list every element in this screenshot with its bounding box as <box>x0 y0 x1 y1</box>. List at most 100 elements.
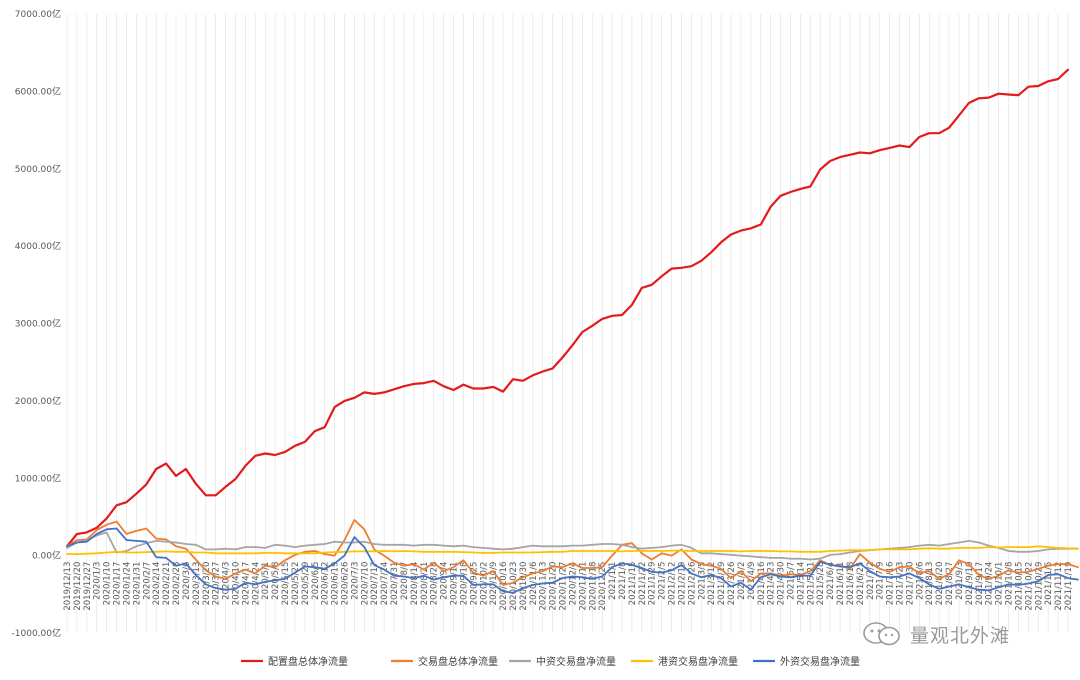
x-tick-label: 2020/6/12 <box>321 562 331 606</box>
x-tick-label: 2020/1/17 <box>113 562 123 606</box>
legend-item: 港资交易盘净流量 <box>631 655 738 668</box>
legend-label: 中资交易盘净流量 <box>536 655 616 668</box>
x-tick-label: 2021/4/2 <box>737 562 747 600</box>
y-tick-label: -1000.00亿 <box>12 627 61 639</box>
x-tick-label: 2020/5/29 <box>301 562 311 606</box>
x-tick-label: 2021/7/9 <box>876 562 886 600</box>
x-tick-label: 2020/2/14 <box>152 562 162 606</box>
x-tick-label: 2020/4/10 <box>231 562 241 606</box>
legend-item: 中资交易盘净流量 <box>509 655 616 668</box>
legend-label: 港资交易盘净流量 <box>658 655 738 668</box>
legend-item: 交易盘总体净流量 <box>391 655 498 668</box>
x-tick-label: 2020/3/6 <box>182 562 192 600</box>
x-tick-label: 2021/4/23 <box>767 562 777 606</box>
x-tick-label: 2021/7/30 <box>905 562 915 606</box>
x-tick-label: 2020/10/23 <box>509 562 519 611</box>
x-tick-label: 2021/3/5 <box>697 562 707 600</box>
x-tick-label: 2021/7/23 <box>896 562 906 606</box>
x-tick-label: 2020/7/24 <box>380 562 390 606</box>
x-tick-label: 2020/9/18 <box>459 562 469 606</box>
x-tick-label: 2020/9/4 <box>440 562 450 600</box>
x-tick-label: 2021/7/16 <box>886 562 896 606</box>
y-tick-label: 7000.00亿 <box>15 8 61 20</box>
series-lines <box>65 68 1079 594</box>
x-tick-label: 2020/1/3 <box>93 562 103 600</box>
x-tick-label: 2020/10/30 <box>519 562 529 611</box>
x-tick-label: 2020/4/3 <box>222 562 232 600</box>
x-tick-label: 2021/11/5 <box>1044 562 1054 606</box>
x-tick-label: 2021/5/7 <box>786 562 796 600</box>
x-tick-label: 2021/3/19 <box>717 562 727 606</box>
x-tick-label: 2020/8/21 <box>420 562 430 606</box>
x-tick-label: 2020/10/16 <box>499 562 509 611</box>
x-tick-label: 2020/1/31 <box>132 562 142 606</box>
x-tick-label: 2021/8/27 <box>945 562 955 606</box>
x-tick-label: 2021/5/14 <box>796 562 806 606</box>
x-tick-label: 2021/7/2 <box>866 562 876 600</box>
x-tick-label: 2021/5/21 <box>806 562 816 606</box>
x-tick-label: 2021/2/5 <box>658 562 668 600</box>
x-tick-label: 2020/1/10 <box>103 562 113 606</box>
x-tick-label: 2021/1/8 <box>618 562 628 600</box>
x-tick-label: 2021/8/6 <box>915 562 925 600</box>
x-tick-label: 2021/10/22 <box>1024 562 1034 611</box>
series-line-2 <box>66 519 1079 586</box>
wechat-icon <box>862 621 904 647</box>
x-tick-label: 2020/7/10 <box>360 562 370 606</box>
x-tick-label: 2021/1/15 <box>628 562 638 606</box>
grid-lines <box>66 14 1069 633</box>
x-tick-label: 2021/8/20 <box>935 562 945 606</box>
x-tick-label: 2020/2/28 <box>172 562 182 606</box>
x-tick-label: 2020/5/15 <box>281 562 291 606</box>
plot-area <box>67 14 1068 633</box>
x-tick-label: 2021/2/19 <box>677 562 687 606</box>
x-tick-label: 2021/9/24 <box>985 562 995 606</box>
x-tick-label: 2021/10/1 <box>995 562 1005 606</box>
y-tick-label: 1000.00亿 <box>15 472 61 484</box>
legend-item: 外资交易盘净流量 <box>753 655 860 668</box>
x-tick-label: 2020/3/13 <box>192 562 202 606</box>
x-tick-label: 2021/1/29 <box>648 562 658 606</box>
x-tick-label: 2020/12/18 <box>588 562 598 611</box>
x-tick-label: 2020/10/9 <box>489 562 499 606</box>
y-tick-label: 5000.00亿 <box>15 163 61 175</box>
x-tick-label: 2021/3/12 <box>707 562 717 606</box>
legend-label: 配置盘总体净流量 <box>268 655 348 668</box>
x-tick-label: 2020/12/25 <box>598 562 608 611</box>
y-axis: 7000.00亿 6000.00亿 5000.00亿 4000.00亿 3000.00亿… <box>12 8 61 639</box>
x-tick-label: 2020/6/19 <box>331 562 341 606</box>
x-tick-label: 2021/8/13 <box>925 562 935 606</box>
x-tick-label: 2020/7/3 <box>350 562 360 600</box>
series-line-5 <box>66 527 1079 594</box>
x-tick-label: 2021/9/10 <box>965 562 975 606</box>
legend-item: 配置盘总体净流量 <box>241 655 348 668</box>
x-tick-label: 2020/11/13 <box>539 562 549 611</box>
x-tick-label: 2021/11/12 <box>1054 562 1064 611</box>
x-tick-label: 2021/4/16 <box>757 562 767 606</box>
x-tick-label: 2021/6/18 <box>846 562 856 606</box>
x-tick-label: 2020/1/24 <box>122 562 132 606</box>
x-tick-label: 2020/8/28 <box>430 562 440 606</box>
x-tick-label: 2019/12/13 <box>63 562 73 611</box>
y-tick-label: 4000.00亿 <box>15 240 61 252</box>
legend-label: 交易盘总体净流量 <box>418 655 498 668</box>
x-tick-label: 2020/12/4 <box>568 562 578 606</box>
y-tick-label: 3000.00亿 <box>15 318 61 330</box>
watermark: 量观北外滩 <box>862 620 1010 648</box>
x-tick-label: 2021/6/4 <box>826 562 836 600</box>
x-tick-label: 2020/7/31 <box>390 562 400 606</box>
x-tick-label: 2021/1/22 <box>638 562 648 606</box>
x-tick-label: 2021/6/11 <box>836 562 846 606</box>
y-tick-label: 2000.00亿 <box>15 395 61 407</box>
x-tick-label: 2021/9/17 <box>975 562 985 606</box>
x-tick-label: 2019/12/20 <box>73 562 83 611</box>
x-tick-label: 2020/6/5 <box>311 562 321 600</box>
x-tick-label: 2020/3/27 <box>212 562 222 606</box>
x-tick-label: 2020/9/25 <box>469 562 479 606</box>
x-tick-label: 2020/11/6 <box>529 562 539 606</box>
x-tick-label: 2021/10/29 <box>1034 562 1044 611</box>
x-tick-label: 2019/12/27 <box>83 562 93 611</box>
x-tick-label: 2021/10/8 <box>1005 562 1015 606</box>
series-line-1 <box>65 68 1070 548</box>
